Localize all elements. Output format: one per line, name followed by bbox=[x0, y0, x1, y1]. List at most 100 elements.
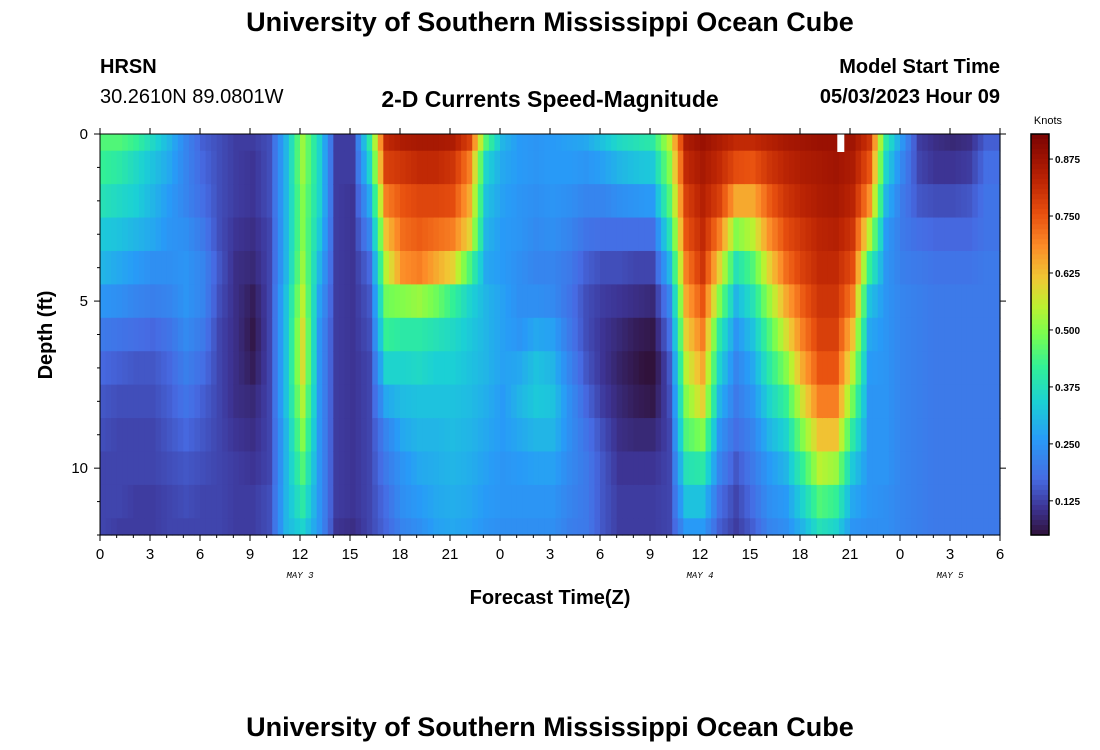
heatmap-cell bbox=[594, 284, 601, 319]
colorbar-tick-label: 0.250 bbox=[1055, 440, 1080, 451]
heatmap-cell bbox=[922, 284, 929, 319]
heatmap-cell bbox=[483, 351, 490, 386]
heatmap-cell bbox=[283, 250, 290, 285]
heatmap-cell bbox=[688, 134, 696, 152]
heatmap-cell bbox=[927, 217, 934, 252]
heatmap-cell bbox=[605, 284, 612, 319]
heatmap-cell bbox=[983, 317, 990, 352]
colorbar-segment bbox=[1031, 414, 1049, 421]
heatmap-cell bbox=[844, 150, 851, 185]
heatmap-cell bbox=[205, 518, 212, 536]
heatmap-cell bbox=[738, 418, 746, 453]
heatmap-cell bbox=[572, 217, 579, 252]
heatmap-cell bbox=[138, 284, 146, 319]
heatmap-cell bbox=[277, 451, 284, 486]
heatmap-cell bbox=[494, 418, 501, 453]
heatmap-cell bbox=[750, 418, 757, 453]
heatmap-cell bbox=[650, 217, 657, 252]
heatmap-cell bbox=[433, 184, 440, 219]
heatmap-cell bbox=[161, 518, 168, 536]
heatmap-cell bbox=[427, 134, 434, 152]
colorbar-tick-label: 0.625 bbox=[1055, 269, 1080, 280]
heatmap-cell bbox=[127, 284, 134, 319]
heatmap-cell bbox=[200, 418, 207, 453]
heatmap-cell bbox=[888, 217, 896, 252]
colorbar-segment bbox=[1031, 249, 1049, 255]
heatmap-cell bbox=[522, 518, 529, 536]
heatmap-cell bbox=[572, 284, 579, 319]
heatmap-cell bbox=[900, 250, 907, 285]
heatmap-cell bbox=[100, 484, 107, 519]
heatmap-cell bbox=[461, 384, 468, 419]
heatmap-cell bbox=[122, 451, 129, 486]
heatmap-cell bbox=[972, 250, 979, 285]
heatmap-cell bbox=[594, 217, 601, 252]
heatmap-cell bbox=[350, 284, 357, 319]
heatmap-cell bbox=[738, 451, 746, 486]
heatmap-cell bbox=[994, 384, 1001, 419]
heatmap-cell bbox=[955, 351, 962, 386]
heatmap-cell bbox=[927, 451, 934, 486]
heatmap-cell bbox=[333, 250, 340, 285]
heatmap-cell bbox=[316, 518, 323, 536]
heatmap-cell bbox=[577, 134, 584, 152]
colorbar-segment bbox=[1031, 174, 1049, 180]
heatmap-cell bbox=[844, 284, 851, 319]
heatmap-cell bbox=[950, 134, 957, 152]
heatmap-cell bbox=[294, 351, 301, 386]
heatmap-cell bbox=[961, 217, 968, 252]
heatmap-cell bbox=[394, 217, 401, 252]
heatmap-cell bbox=[411, 518, 418, 536]
heatmap-cell bbox=[500, 418, 507, 453]
heatmap-cell bbox=[938, 250, 946, 285]
heatmap-cell bbox=[994, 484, 1001, 519]
heatmap-cell bbox=[172, 284, 179, 319]
heatmap-cell bbox=[827, 134, 834, 152]
heatmap-cell bbox=[650, 250, 657, 285]
heatmap-cell bbox=[761, 250, 768, 285]
heatmap-cell bbox=[922, 217, 929, 252]
heatmap-cell bbox=[450, 484, 457, 519]
heatmap-cell bbox=[944, 351, 951, 386]
heatmap-cell bbox=[422, 250, 429, 285]
colorbar-segment bbox=[1031, 164, 1049, 170]
heatmap-cell bbox=[616, 134, 623, 152]
heatmap-cell bbox=[372, 250, 379, 285]
heatmap-cell bbox=[705, 518, 712, 536]
heatmap-cell bbox=[777, 150, 784, 185]
heatmap-cell bbox=[611, 284, 618, 319]
heatmap-cell bbox=[427, 518, 434, 536]
heatmap-cell bbox=[272, 217, 279, 252]
heatmap-cell bbox=[916, 284, 923, 319]
heatmap-cell bbox=[800, 284, 807, 319]
heatmap-cell bbox=[538, 150, 546, 185]
heatmap-cell bbox=[116, 418, 123, 453]
heatmap-cell bbox=[511, 217, 518, 252]
heatmap-cell bbox=[888, 418, 896, 453]
heatmap-cell bbox=[338, 518, 346, 536]
heatmap-cell bbox=[466, 451, 473, 486]
heatmap-cell bbox=[438, 150, 446, 185]
heatmap-cell bbox=[461, 150, 468, 185]
heatmap-cell bbox=[533, 217, 540, 252]
heatmap-cell bbox=[233, 384, 240, 419]
heatmap-cell bbox=[900, 418, 907, 453]
colorbar-segment bbox=[1031, 279, 1049, 285]
heatmap-cell bbox=[655, 451, 662, 486]
heatmap-cell bbox=[216, 184, 223, 219]
heatmap-cell bbox=[472, 384, 479, 419]
heatmap-cell bbox=[766, 484, 773, 519]
heatmap-cell bbox=[361, 134, 368, 152]
heatmap-cell bbox=[700, 351, 707, 386]
heatmap-cell bbox=[788, 418, 796, 453]
heatmap-cell bbox=[833, 317, 840, 352]
heatmap-cell bbox=[672, 484, 679, 519]
heatmap-cell bbox=[988, 384, 996, 419]
heatmap-cell bbox=[405, 518, 412, 536]
heatmap-cell bbox=[816, 150, 823, 185]
heatmap-cell bbox=[355, 418, 362, 453]
heatmap-cell bbox=[283, 217, 290, 252]
heatmap-cell bbox=[722, 134, 729, 152]
heatmap-cell bbox=[972, 418, 979, 453]
heatmap-cell bbox=[705, 134, 712, 152]
